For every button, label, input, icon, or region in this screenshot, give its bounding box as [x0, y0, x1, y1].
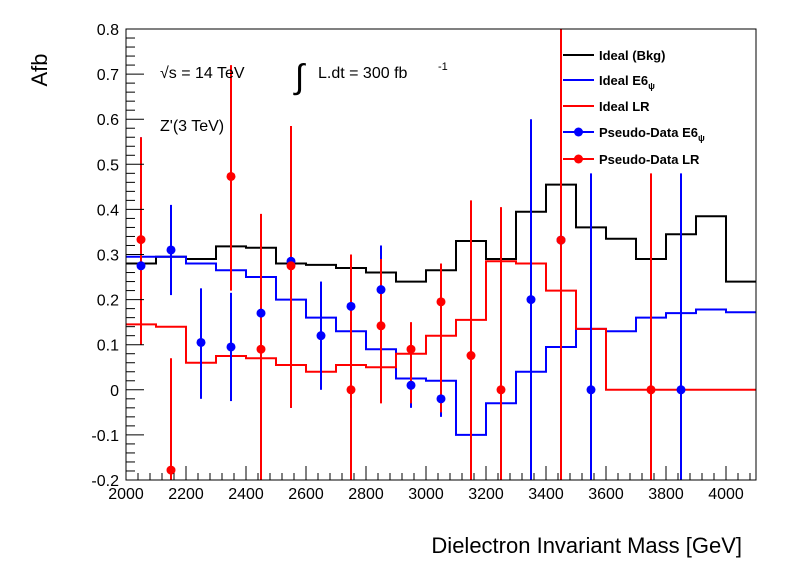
legend-swatch-marker-3	[574, 127, 583, 137]
data-point-1-10	[496, 385, 506, 395]
luminosity-annotation: L.dt = 300 fb	[318, 65, 408, 82]
data-point-0-9	[406, 380, 416, 390]
data-point-0-3	[226, 342, 236, 352]
y-tick-label: 0.1	[97, 338, 119, 355]
y-tick-label: 0.7	[97, 67, 119, 84]
data-point-0-2	[196, 337, 206, 347]
data-point-1-6	[376, 321, 386, 331]
legend-label-4: Pseudo-Data LR	[599, 152, 700, 167]
legend-subscript-3: ψ	[698, 133, 705, 143]
data-point-1-11	[556, 235, 566, 245]
data-point-1-12	[646, 385, 656, 395]
y-axis-title: Afb	[27, 53, 52, 86]
data-point-1-1	[166, 465, 176, 475]
legend-subscript-1: ψ	[648, 81, 655, 91]
x-tick-label: 3600	[588, 486, 624, 503]
data-point-0-10	[436, 394, 446, 404]
x-tick-label: 4000	[708, 486, 744, 503]
x-tick-label: 2400	[228, 486, 264, 503]
data-point-1-2	[226, 171, 236, 181]
y-tick-label: -0.2	[91, 473, 119, 490]
data-point-0-13	[586, 385, 596, 395]
x-tick-label: 3800	[648, 486, 684, 503]
legend-label-2: Ideal LR	[599, 99, 650, 114]
data-point-0-6	[316, 331, 326, 341]
data-point-0-1	[166, 245, 176, 255]
axis-tick-labels: 2000 2200 2400 2600 2800 3000 3200 3400 3600 3800…	[91, 22, 743, 503]
data-point-1-8	[436, 297, 446, 307]
y-tick-label: 0.5	[97, 157, 119, 174]
y-tick-label: -0.1	[91, 428, 119, 445]
luminosity-exponent: -1	[438, 61, 448, 73]
legend-label-3: Pseudo-Data E6ψ	[599, 125, 705, 143]
data-point-0-0	[136, 261, 146, 271]
y-tick-label: 0.8	[97, 22, 119, 39]
energy-annotation: √s = 14 TeV	[160, 65, 245, 82]
y-tick-label: 0.4	[97, 202, 119, 219]
x-tick-label: 2200	[168, 486, 204, 503]
data-point-0-14	[676, 385, 686, 395]
x-tick-label: 2000	[108, 486, 144, 503]
axis-ticks	[125, 28, 751, 481]
data-point-0-11	[526, 295, 536, 305]
x-tick-label: 3000	[408, 486, 444, 503]
y-tick-label: 0	[110, 383, 119, 400]
x-axis-title: Dielectron Invariant Mass [GeV]	[431, 533, 742, 558]
data-point-1-0	[136, 235, 146, 245]
legend-label-0: Ideal (Bkg)	[599, 48, 665, 63]
x-tick-label: 2800	[348, 486, 384, 503]
data-point-1-9	[466, 351, 476, 361]
x-tick-label: 3200	[468, 486, 504, 503]
legend: Ideal (Bkg) Ideal E6ψ Ideal LR Pseudo-Data …	[563, 48, 705, 167]
pseudo-data-points	[136, 171, 686, 475]
x-tick-label: 3400	[528, 486, 564, 503]
data-point-1-3	[256, 344, 266, 354]
data-point-0-7	[346, 301, 356, 311]
data-point-1-4	[286, 261, 296, 271]
data-point-1-7	[406, 344, 416, 354]
ideal-curve-1	[126, 255, 756, 436]
legend-swatch-marker-4	[574, 154, 583, 164]
legend-label-1: Ideal E6ψ	[599, 73, 655, 91]
model-annotation: Z'(3 TeV)	[160, 118, 224, 135]
y-tick-label: 0.6	[97, 112, 119, 129]
y-tick-label: 0.3	[97, 248, 119, 265]
x-tick-label: 2600	[288, 486, 324, 503]
data-point-1-5	[346, 385, 356, 395]
data-point-0-8	[376, 285, 386, 295]
plot-content	[126, 29, 756, 480]
integral-symbol: ∫	[293, 58, 306, 96]
y-tick-label: 0.2	[97, 293, 119, 310]
data-point-0-4	[256, 308, 266, 318]
